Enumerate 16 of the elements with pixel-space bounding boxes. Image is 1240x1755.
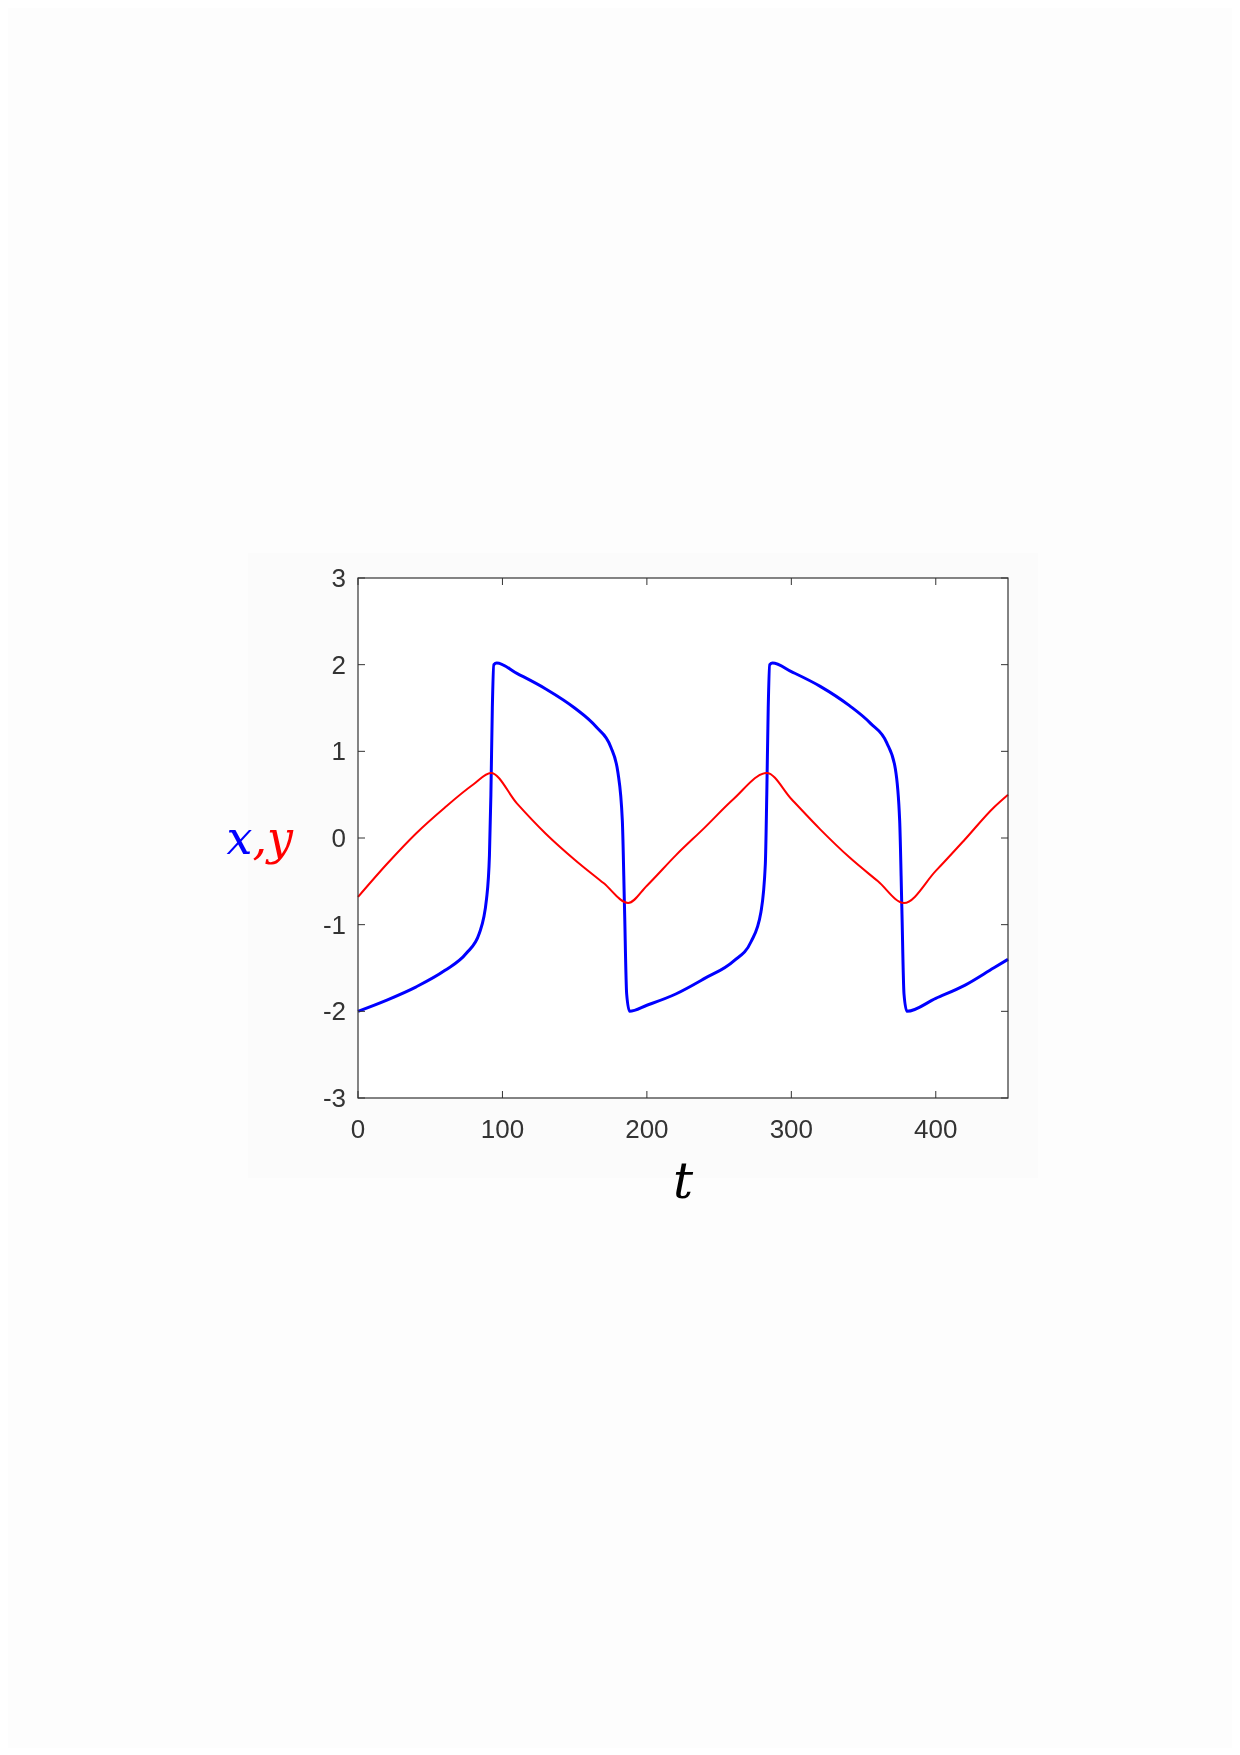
x-axis-title: t xyxy=(672,1152,694,1210)
y-tick-label: 2 xyxy=(331,649,346,680)
y-tick-label: 0 xyxy=(331,823,346,854)
y-tick-label: 1 xyxy=(331,736,346,767)
x-tick-label: 100 xyxy=(480,1114,525,1144)
x-tick-label: 0 xyxy=(350,1114,366,1144)
y-tick-label: -2 xyxy=(322,996,346,1027)
y-tick-label: -1 xyxy=(322,909,346,940)
line-series xyxy=(357,772,1009,904)
y-tick-label: 3 xyxy=(331,563,346,594)
y-tick-label: -3 xyxy=(322,1083,346,1114)
line-series xyxy=(356,661,1010,1013)
x-tick-label: 300 xyxy=(769,1114,814,1144)
y-axis-title: x,y xyxy=(226,811,295,866)
x-tick-label: 200 xyxy=(625,1114,669,1144)
x-tick-label: 400 xyxy=(914,1114,958,1144)
